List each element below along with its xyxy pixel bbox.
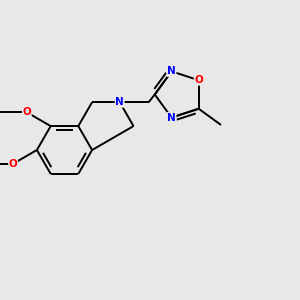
Text: O: O	[22, 107, 31, 117]
Text: O: O	[194, 75, 203, 85]
Text: O: O	[9, 159, 17, 169]
Text: N: N	[167, 112, 176, 123]
Text: N: N	[167, 66, 176, 76]
Text: N: N	[115, 97, 124, 107]
